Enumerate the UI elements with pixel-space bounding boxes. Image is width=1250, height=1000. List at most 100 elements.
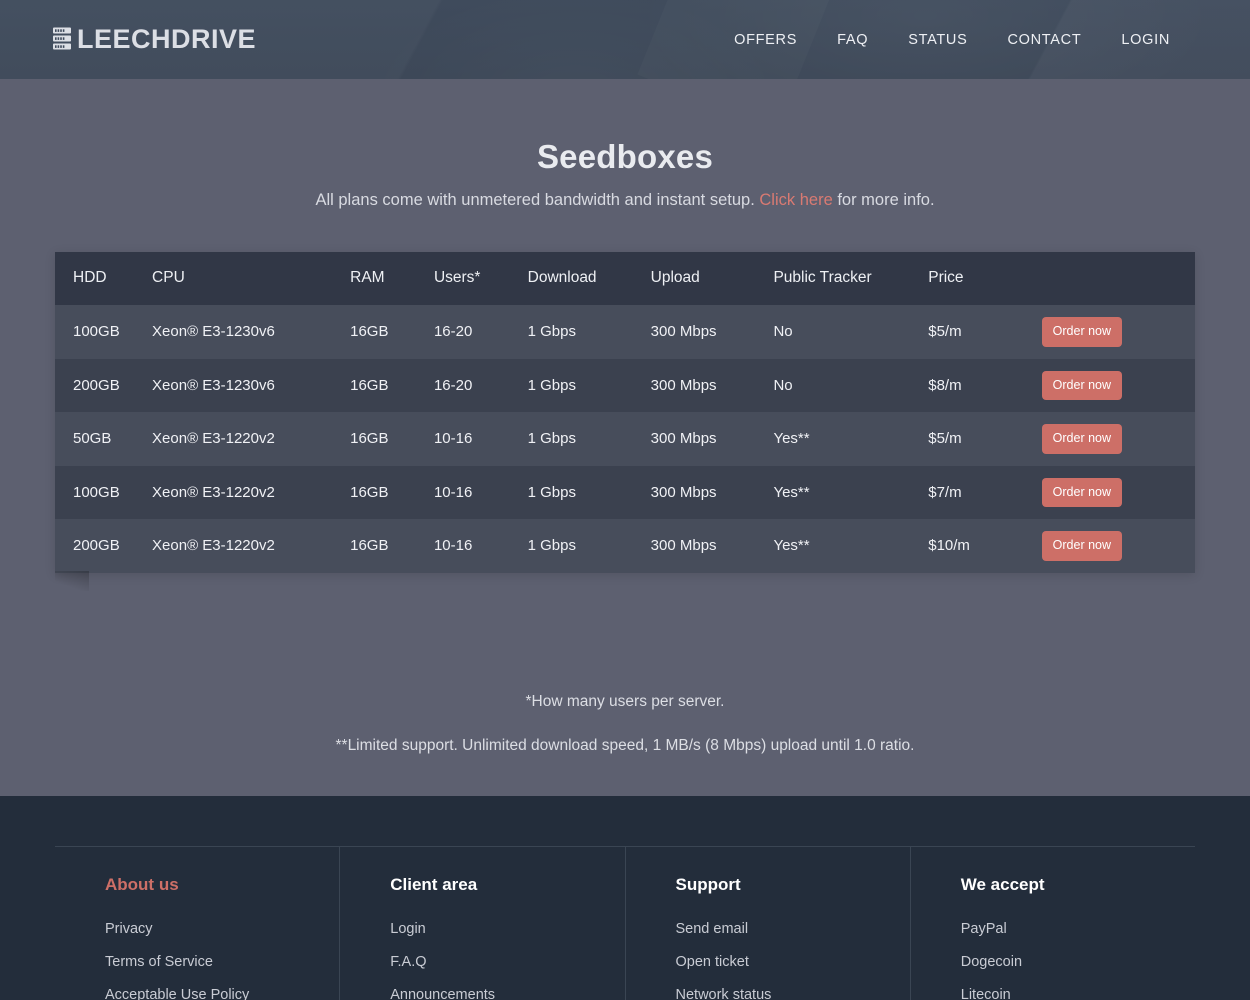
- nav-item-faq[interactable]: FAQ: [837, 31, 869, 48]
- cell-hdd: 200GB: [73, 537, 120, 555]
- footer-heading-we-accept: We accept: [960, 875, 1045, 894]
- column-header-cpu: CPU: [152, 252, 351, 305]
- cell-price: $8/m: [928, 376, 962, 394]
- subtitle-text-before: All plans come with unmetered bandwidth …: [315, 191, 760, 209]
- cell-action: Order now: [1041, 412, 1195, 466]
- page-title: Seedboxes: [536, 138, 714, 175]
- order-now-button[interactable]: Order now: [1041, 317, 1123, 347]
- server-stack-icon: [53, 27, 73, 51]
- plans-table-header-row: HDD CPU RAM Users* Download Upload Publi…: [55, 252, 1195, 305]
- cell-users: 16-20: [433, 323, 473, 341]
- footnote-users: *How many users per server.: [525, 692, 725, 710]
- footer-link-open-ticket[interactable]: Open ticket: [675, 954, 749, 970]
- nav-item-offers[interactable]: OFFERS: [734, 31, 798, 48]
- footer-heading-about-us: About us: [105, 875, 179, 894]
- nav-item-login[interactable]: LOGIN: [1121, 31, 1170, 48]
- table-row: 50GB Xeon® E3-1220v2 16GB 10-16 1 Gbps 3…: [55, 412, 1195, 466]
- footer-link-litecoin[interactable]: Litecoin: [960, 987, 1011, 1000]
- cell-public-tracker: Yes**: [773, 430, 810, 448]
- order-now-button[interactable]: Order now: [1041, 531, 1123, 561]
- brand-name: LEECHDRIVE: [77, 24, 257, 54]
- cell-public-tracker: Yes**: [773, 537, 810, 555]
- cell-public-tracker: No: [773, 323, 793, 341]
- cell-users: 10-16: [433, 430, 473, 448]
- footer-column-support: Support Send email Open ticket Network s…: [626, 847, 911, 1000]
- footer-link-announcements[interactable]: Announcements: [390, 987, 496, 1000]
- table-row: 200GB Xeon® E3-1230v6 16GB 16-20 1 Gbps …: [55, 358, 1195, 413]
- cell-cpu: Xeon® E3-1230v6: [152, 376, 275, 394]
- cell-action: Order now: [1041, 519, 1195, 573]
- cell-action: Order now: [1041, 305, 1195, 359]
- table-row: 100GB Xeon® E3-1230v6 16GB 16-20 1 Gbps …: [55, 305, 1195, 359]
- column-header-public-tracker: Public Tracker: [773, 252, 929, 305]
- footer-column-about-us: About us Privacy Terms of Service Accept…: [55, 847, 341, 1000]
- column-header-download: Download: [527, 252, 651, 305]
- cell-download: 1 Gbps: [527, 323, 576, 341]
- cell-upload: 300 Mbps: [650, 537, 717, 555]
- footer-heading-client-area: Client area: [390, 875, 478, 894]
- main-navigation: OFFERS FAQ STATUS CONTACT LOGIN: [714, 24, 1170, 56]
- site-header: LEECHDRIVE OFFERS FAQ STATUS CONTACT LOG…: [0, 0, 1250, 79]
- plans-table-head: HDD CPU RAM Users* Download Upload Publi…: [55, 252, 1195, 305]
- cell-ram: 16GB: [350, 376, 389, 394]
- brand-logo[interactable]: LEECHDRIVE: [53, 26, 256, 53]
- cell-ram: 16GB: [350, 323, 389, 341]
- column-header-hdd: HDD: [55, 252, 153, 305]
- footer-link-privacy[interactable]: Privacy: [105, 921, 153, 937]
- plans-table-container: HDD CPU RAM Users* Download Upload Publi…: [55, 252, 1195, 590]
- cell-cpu: Xeon® E3-1220v2: [152, 483, 275, 501]
- footer-column-we-accept: We accept PayPal Dogecoin Litecoin: [911, 847, 1195, 1000]
- plans-table-body: 100GB Xeon® E3-1230v6 16GB 16-20 1 Gbps …: [55, 305, 1195, 573]
- cell-cpu: Xeon® E3-1230v6: [152, 323, 275, 341]
- column-header-users: Users*: [433, 252, 528, 305]
- cell-hdd: 100GB: [73, 483, 120, 501]
- cell-upload: 300 Mbps: [650, 430, 717, 448]
- subtitle-text-after: for more info.: [832, 191, 935, 209]
- cell-hdd: 50GB: [73, 430, 112, 448]
- cell-action: Order now: [1041, 466, 1195, 520]
- nav-item-contact[interactable]: CONTACT: [1007, 31, 1082, 48]
- footer-link-acceptable-use-policy[interactable]: Acceptable Use Policy: [105, 987, 250, 1000]
- order-now-button[interactable]: Order now: [1041, 424, 1123, 454]
- table-row: 200GB Xeon® E3-1220v2 16GB 10-16 1 Gbps …: [55, 519, 1195, 573]
- footer-link-terms-of-service[interactable]: Terms of Service: [105, 954, 213, 970]
- column-header-ram: RAM: [350, 252, 434, 305]
- cell-action: Order now: [1041, 359, 1195, 413]
- cell-public-tracker: Yes**: [773, 483, 810, 501]
- cell-price: $5/m: [928, 323, 962, 341]
- order-now-button[interactable]: Order now: [1041, 370, 1123, 400]
- footer-link-send-email[interactable]: Send email: [675, 921, 749, 937]
- click-here-link[interactable]: Click here: [759, 191, 833, 209]
- footer-link-faq[interactable]: F.A.Q: [390, 954, 427, 970]
- column-header-upload: Upload: [650, 252, 774, 305]
- cell-download: 1 Gbps: [527, 483, 576, 501]
- cell-upload: 300 Mbps: [650, 483, 717, 501]
- table-row: 100GB Xeon® E3-1220v2 16GB 10-16 1 Gbps …: [55, 465, 1195, 520]
- order-now-button[interactable]: Order now: [1041, 477, 1123, 507]
- cell-cpu: Xeon® E3-1220v2: [152, 537, 275, 555]
- page-subtitle: All plans come with unmetered bandwidth …: [0, 191, 1250, 210]
- footer-link-login[interactable]: Login: [390, 921, 426, 937]
- cell-users: 16-20: [433, 376, 473, 394]
- cell-upload: 300 Mbps: [650, 323, 717, 341]
- cell-price: $7/m: [928, 483, 962, 501]
- cell-upload: 300 Mbps: [650, 376, 717, 394]
- cell-public-tracker: No: [773, 376, 793, 394]
- footer-heading-support: Support: [675, 875, 741, 894]
- cell-hdd: 200GB: [73, 376, 120, 394]
- plans-table: HDD CPU RAM Users* Download Upload Publi…: [55, 252, 1195, 573]
- footer-link-dogecoin[interactable]: Dogecoin: [960, 954, 1023, 970]
- nav-item-status[interactable]: STATUS: [908, 31, 968, 48]
- main-content: Seedboxes All plans come with unmetered …: [0, 79, 1250, 796]
- site-footer: About us Privacy Terms of Service Accept…: [0, 796, 1250, 1000]
- footnote-limited-support: **Limited support. Unlimited download sp…: [335, 736, 915, 754]
- cell-download: 1 Gbps: [527, 537, 576, 555]
- cell-users: 10-16: [433, 537, 473, 555]
- footer-link-network-status[interactable]: Network status: [675, 987, 772, 1000]
- cell-price: $10/m: [928, 537, 970, 555]
- footer-column-client-area: Client area Login F.A.Q Announcements: [340, 847, 626, 1000]
- column-header-price: Price: [928, 252, 1042, 305]
- footnotes: *How many users per server. **Limited su…: [0, 693, 1250, 755]
- footer-link-paypal[interactable]: PayPal: [960, 921, 1007, 937]
- cell-ram: 16GB: [350, 537, 389, 555]
